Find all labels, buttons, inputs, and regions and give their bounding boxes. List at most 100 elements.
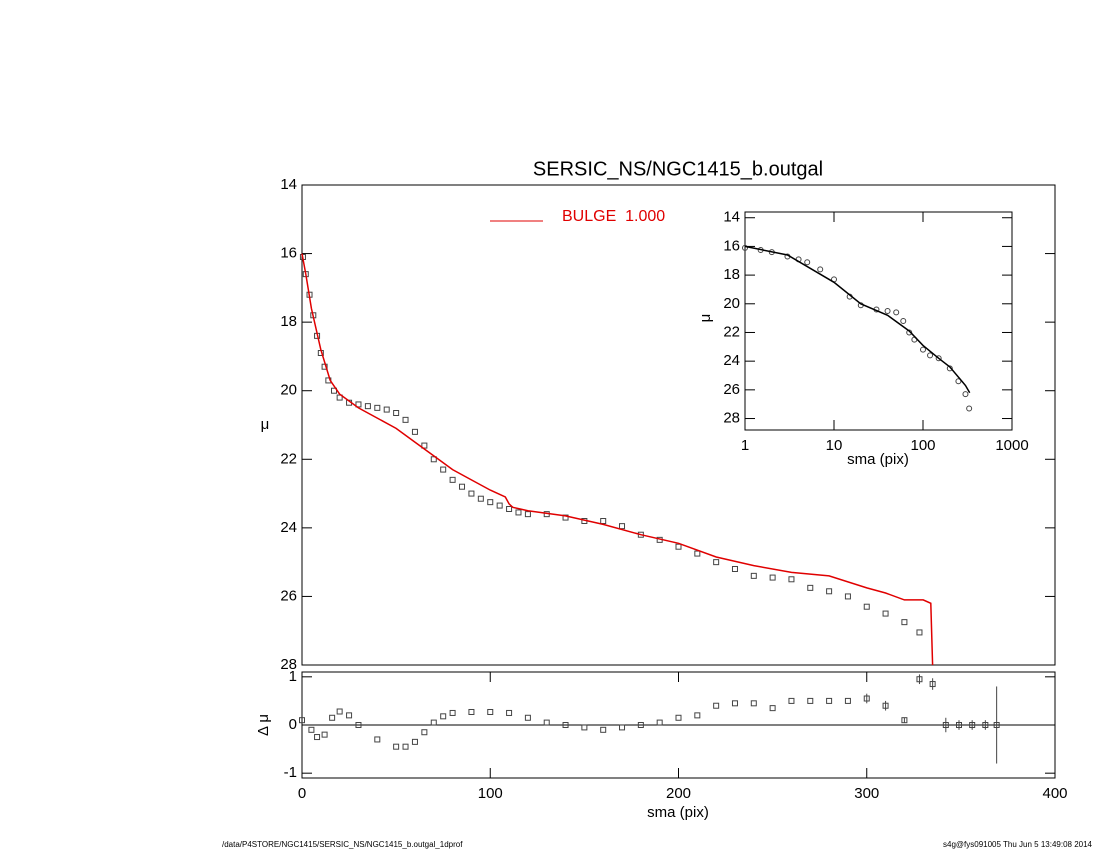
data-point <box>935 355 942 362</box>
data-point <box>449 476 456 483</box>
data-point <box>619 523 626 530</box>
data-point <box>346 712 353 719</box>
data-point <box>656 719 663 726</box>
model-line <box>744 245 971 394</box>
data-point <box>336 394 343 401</box>
data-point <box>826 588 833 595</box>
y-axis-label: μ <box>697 314 714 323</box>
data-point <box>817 266 824 273</box>
data-point <box>581 724 588 731</box>
data-point <box>336 708 343 715</box>
data-point <box>506 709 513 716</box>
data-point <box>955 722 962 728</box>
y-tick-label: 16 <box>723 237 740 254</box>
data-point <box>393 743 400 750</box>
x-tick-label: 200 <box>666 785 691 802</box>
data-point <box>884 307 891 314</box>
data-point <box>430 719 437 726</box>
data-point <box>374 404 381 411</box>
x-tick-label: 10 <box>826 437 843 454</box>
data-point <box>487 708 494 715</box>
legend-label: BULGE 1.000 <box>562 208 665 225</box>
data-point <box>713 702 720 709</box>
data-point <box>769 574 776 581</box>
data-point <box>920 346 926 353</box>
data-point <box>969 722 976 728</box>
data-point <box>900 318 907 324</box>
model-line <box>301 253 934 666</box>
data-point <box>600 726 607 733</box>
data-point <box>966 405 973 412</box>
y-tick-label: 28 <box>280 656 297 673</box>
data-point <box>942 722 949 728</box>
data-point <box>440 713 447 720</box>
data-point <box>916 676 923 683</box>
data-point <box>468 490 475 497</box>
x-tick-label: 300 <box>854 785 879 802</box>
data-point <box>619 724 626 731</box>
y-tick-label: 28 <box>723 409 740 426</box>
y-tick-label: 0 <box>289 716 297 733</box>
data-point <box>355 401 362 408</box>
data-point <box>906 329 913 336</box>
data-point <box>807 584 814 591</box>
data-point <box>543 719 550 726</box>
data-point <box>844 593 851 600</box>
data-point <box>449 709 456 716</box>
data-point <box>929 681 936 688</box>
x-tick-label: 1000 <box>995 437 1028 454</box>
x-tick-label: 400 <box>1042 785 1067 802</box>
x-tick-label: 100 <box>478 785 503 802</box>
y-axis-label: μ <box>261 416 270 433</box>
y-tick-label: 16 <box>280 245 297 262</box>
data-point <box>694 712 701 719</box>
data-point <box>468 708 475 715</box>
data-point <box>863 695 870 702</box>
data-point <box>916 629 923 636</box>
data-point <box>807 697 814 704</box>
data-point <box>374 736 381 743</box>
data-point <box>496 502 503 509</box>
data-point <box>477 495 484 502</box>
data-point <box>946 365 953 372</box>
data-point <box>421 729 428 736</box>
plot-frame <box>301 184 1056 666</box>
data-point <box>411 428 418 435</box>
data-point <box>600 518 607 524</box>
data-point <box>882 610 889 617</box>
data-point <box>402 743 409 750</box>
data-point <box>364 403 371 410</box>
data-point <box>421 442 428 449</box>
data-point <box>713 559 720 566</box>
data-point <box>299 717 305 724</box>
data-point <box>383 406 390 413</box>
data-point <box>788 697 795 704</box>
data-point <box>901 619 908 626</box>
y-tick-label: 1 <box>289 668 297 685</box>
data-point <box>402 416 409 423</box>
x-axis-label: sma (pix) <box>647 804 709 821</box>
data-point <box>962 391 969 398</box>
data-point <box>844 697 851 704</box>
y-tick-label: 18 <box>280 313 297 330</box>
y-tick-label: 24 <box>723 352 740 369</box>
y-tick-label: 26 <box>723 381 740 398</box>
data-point <box>637 722 644 728</box>
data-point <box>675 543 682 550</box>
data-point <box>562 722 569 728</box>
data-point <box>882 702 889 709</box>
footer-right: s4g@fys091005 Thu Jun 5 13:49:08 2014 <box>943 840 1093 849</box>
footer-left: /data/P4STORE/NGC1415/SERSIC_NS/NGC1415_… <box>222 840 463 849</box>
x-tick-label: 1 <box>741 437 749 454</box>
data-point <box>901 717 908 724</box>
y-tick-label: 14 <box>723 209 740 226</box>
x-tick-label: 100 <box>910 437 935 454</box>
y-tick-label: -1 <box>284 764 297 781</box>
data-point <box>506 506 513 512</box>
data-point <box>524 511 531 518</box>
data-point <box>731 566 738 572</box>
data-point <box>788 576 795 583</box>
data-point <box>355 722 362 728</box>
data-point <box>675 714 682 721</box>
y-tick-label: 26 <box>280 587 297 604</box>
